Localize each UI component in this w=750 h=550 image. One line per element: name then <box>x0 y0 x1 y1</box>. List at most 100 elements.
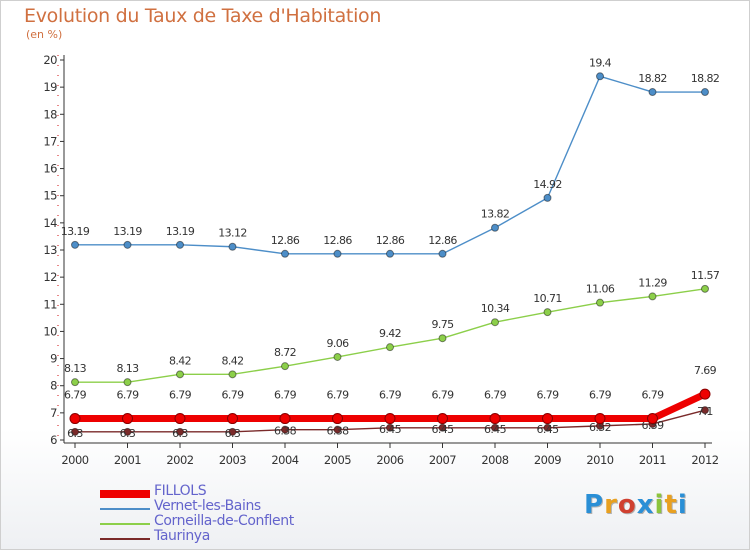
data-point <box>648 292 657 301</box>
y-tick-label: 13 <box>43 243 57 257</box>
data-point <box>176 370 184 379</box>
x-tick-label: 2012 <box>691 453 718 467</box>
y-tick-label: 6 <box>50 433 57 447</box>
data-point <box>438 249 447 258</box>
y-tick-label: 9 <box>50 352 57 366</box>
data-label: 13.19 <box>113 225 142 238</box>
x-tick-label: 2007 <box>429 453 456 467</box>
data-point <box>438 334 447 343</box>
data-point <box>176 240 184 249</box>
legend-swatch <box>100 508 150 510</box>
data-label: 8.42 <box>221 354 243 367</box>
data-point <box>701 88 709 97</box>
data-point <box>438 423 447 432</box>
data-point <box>174 413 186 425</box>
data-point <box>384 413 396 425</box>
data-label: 6.79 <box>431 389 454 402</box>
data-label: 12.86 <box>323 234 352 247</box>
data-label: 18.82 <box>638 72 667 85</box>
data-label: 6.59 <box>641 419 664 432</box>
data-label: 6.45 <box>431 423 454 436</box>
data-label: 6.79 <box>221 389 244 402</box>
data-label: 8.42 <box>169 354 191 367</box>
data-point <box>699 388 711 400</box>
logo-letter: t <box>664 490 678 520</box>
data-label: 6.79 <box>379 389 402 402</box>
data-label: 6.79 <box>169 389 192 402</box>
y-tick-label: 16 <box>43 162 57 176</box>
data-label: 6.38 <box>326 425 349 438</box>
data-label: 8.72 <box>274 346 296 359</box>
data-label: 12.86 <box>376 234 405 247</box>
data-label: 8.13 <box>64 362 87 375</box>
logo-letter: r <box>604 490 618 520</box>
data-point <box>701 406 709 415</box>
data-label: 9.75 <box>431 318 454 331</box>
data-point <box>228 242 237 251</box>
data-point <box>491 423 499 432</box>
chart-subtitle: (en %) <box>26 28 63 41</box>
data-point <box>648 88 657 97</box>
x-tick-label: 2010 <box>586 453 613 467</box>
y-tick-label: 12 <box>43 270 57 284</box>
data-point <box>437 413 448 425</box>
logo-letter: P <box>584 490 605 520</box>
data-point <box>543 308 552 317</box>
y-tick-label: 14 <box>43 216 57 230</box>
x-tick-label: 2011 <box>639 453 666 467</box>
data-point <box>71 427 79 436</box>
data-label: 6.3 <box>225 427 241 440</box>
data-label: 6.3 <box>67 427 83 440</box>
data-label: 13.82 <box>481 208 510 221</box>
data-point <box>333 425 342 434</box>
data-point <box>122 413 133 425</box>
y-tick-label: 7 <box>50 406 57 420</box>
x-tick-label: 2009 <box>534 453 561 467</box>
data-point <box>281 362 289 371</box>
data-point <box>227 413 238 425</box>
data-point <box>281 249 289 258</box>
data-label: 6.79 <box>116 389 139 402</box>
data-point <box>386 423 394 432</box>
data-label: 10.34 <box>481 302 510 315</box>
data-label: 6.79 <box>64 389 87 402</box>
x-tick-label: 2003 <box>219 453 246 467</box>
data-label: 13.19 <box>166 225 195 238</box>
legend-label: Taurinya <box>154 528 210 544</box>
x-tick-label: 2006 <box>376 453 403 467</box>
data-label: 6.45 <box>484 423 507 436</box>
y-tick-label: 19 <box>43 80 57 94</box>
data-label: 6.45 <box>536 423 559 436</box>
data-label: 13.12 <box>218 227 247 240</box>
data-label: 18.82 <box>691 72 720 85</box>
x-tick-label: 2002 <box>166 453 193 467</box>
data-label: 6.79 <box>536 389 559 402</box>
data-label: 6.79 <box>641 389 664 402</box>
data-label: 6.79 <box>589 389 612 402</box>
data-label: 6.3 <box>172 427 188 440</box>
data-label: 11.06 <box>586 283 615 296</box>
y-tick-label: 8 <box>50 379 57 393</box>
data-label: 6.52 <box>589 421 611 434</box>
data-label: 7.1 <box>697 405 713 418</box>
data-point <box>647 413 658 425</box>
data-label: 6.45 <box>379 423 402 436</box>
data-point <box>176 427 184 436</box>
data-point <box>596 72 604 81</box>
data-point <box>281 425 289 434</box>
logo-letter: o <box>617 490 637 520</box>
legend-swatch <box>100 523 150 525</box>
x-tick-label: 2001 <box>114 453 141 467</box>
x-tick-label: 2005 <box>324 453 351 467</box>
logo-letter: x <box>636 490 655 520</box>
data-point <box>543 423 552 432</box>
x-tick-label: 2004 <box>271 453 298 467</box>
data-point <box>333 249 342 258</box>
data-label: 14.92 <box>533 178 562 191</box>
y-tick-label: 20 <box>43 53 57 67</box>
data-point <box>69 413 81 425</box>
data-point <box>123 378 132 387</box>
data-point <box>701 284 709 293</box>
